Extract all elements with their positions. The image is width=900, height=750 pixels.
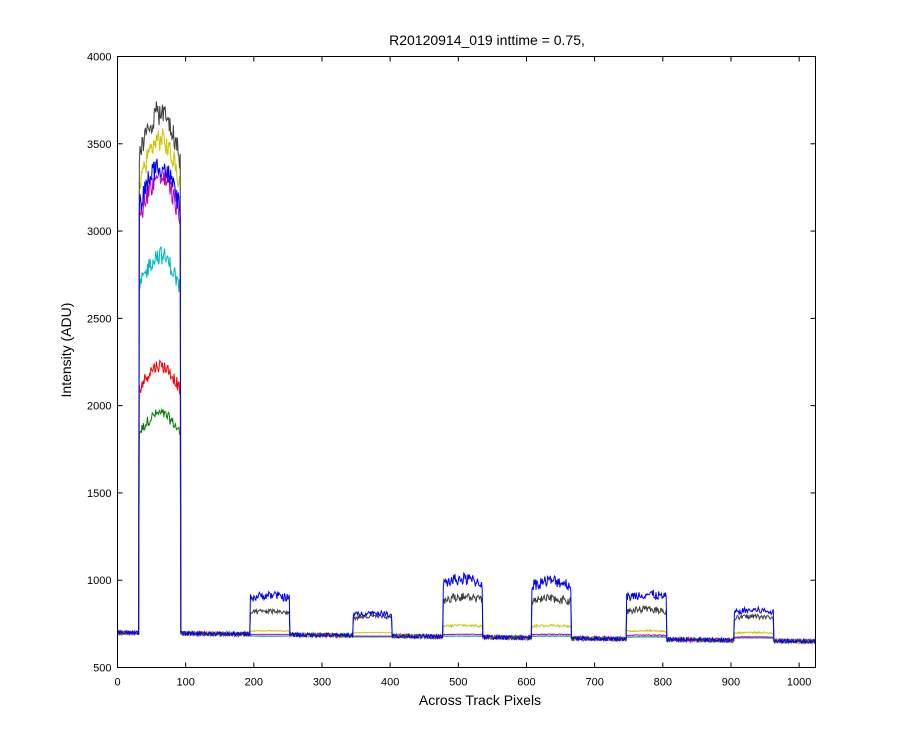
y-tick-label: 4000 [87, 52, 111, 64]
series-line [117, 359, 816, 646]
x-tick-label: 200 [245, 677, 263, 689]
x-tick-label: 400 [381, 677, 399, 689]
x-tick-label: 800 [654, 677, 672, 689]
x-tick-label: 300 [313, 677, 331, 689]
chart-title: R20120914_019 inttime = 0.75, [389, 32, 585, 48]
x-tick-label: 1000 [787, 677, 811, 689]
series-line [117, 408, 816, 645]
y-tick-label: 3500 [87, 139, 111, 151]
series-line [117, 128, 816, 645]
y-tick-label: 1000 [87, 575, 111, 587]
y-tick-label: 2500 [87, 313, 111, 325]
x-tick-label: 0 [114, 677, 120, 689]
x-tick-label: 700 [585, 677, 603, 689]
series-line [117, 101, 816, 645]
y-tick-label: 1500 [87, 488, 111, 500]
y-tick-label: 500 [93, 663, 111, 675]
x-axis-label: Across Track Pixels [419, 692, 541, 708]
y-tick-label: 3000 [87, 226, 111, 238]
x-tick-label: 900 [722, 677, 740, 689]
series-layer [117, 101, 816, 646]
series-line [117, 158, 816, 645]
plot-area-frame [117, 56, 816, 668]
x-tick-label: 500 [449, 677, 467, 689]
x-tick-label: 600 [517, 677, 535, 689]
y-tick-label: 2000 [87, 401, 111, 413]
y-axis-label: Intensity (ADU) [58, 303, 74, 398]
series-line [117, 166, 816, 645]
x-tick-label: 100 [176, 677, 194, 689]
ticks-layer: 0 100 200 300 400 500 600 700 800 900 1000 500 1000 1… [87, 52, 816, 689]
